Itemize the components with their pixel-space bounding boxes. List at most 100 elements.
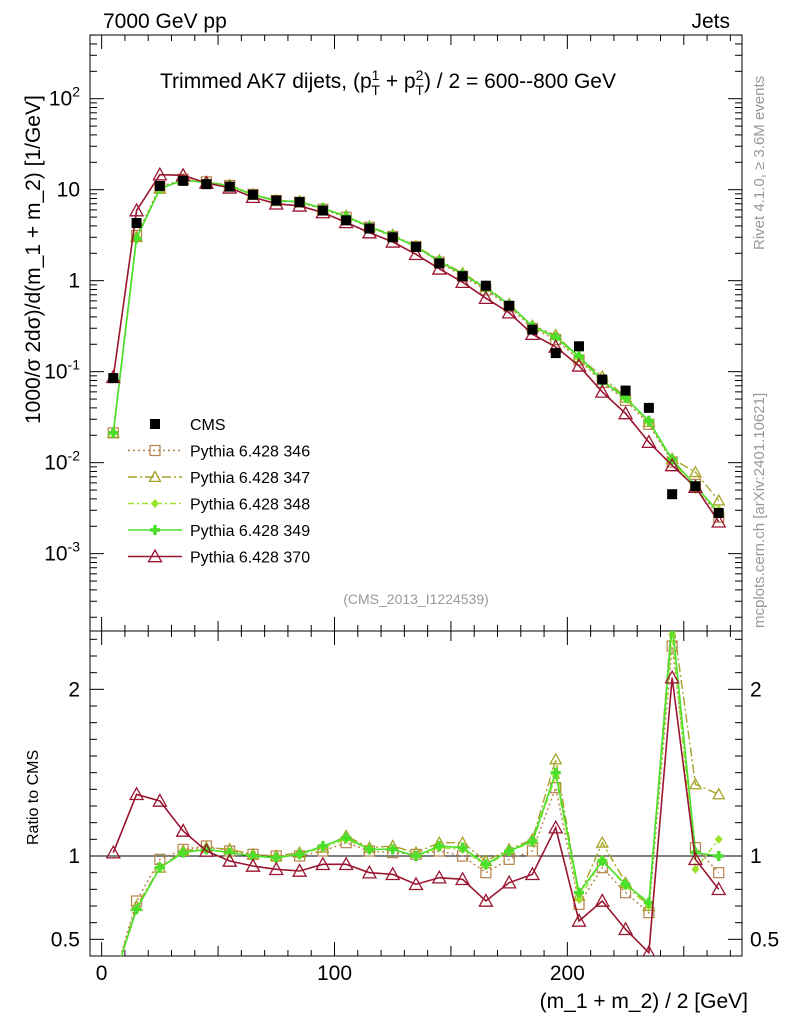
series-3-ratio-point-shape [527, 836, 538, 846]
legend-label: Pythia 6.428 349 [190, 523, 310, 540]
series-3-line [112, 179, 720, 514]
series-3-ratio-point [457, 842, 468, 853]
cms-data-point-shape [154, 180, 165, 191]
cms-data-point [527, 324, 538, 335]
series-4-ratio-point [245, 858, 261, 872]
cms-data-point [713, 507, 724, 518]
cms-data-point [108, 373, 119, 384]
x-tick-label: 100 [317, 962, 352, 985]
y-tick-label: 10-3 [44, 539, 80, 566]
series-4-ratio-point [128, 786, 145, 801]
series-4-ratio-point [361, 864, 378, 879]
series-4-point [408, 246, 424, 261]
series-3-ratio-point-shape [597, 856, 608, 866]
series-4-ratio-point [315, 856, 331, 871]
series-4-ratio-point [152, 793, 168, 807]
series-4-ratio-point [524, 866, 541, 881]
series-3-ratio-point-shape [271, 852, 282, 863]
legend-label: CMS [190, 417, 226, 434]
series-4-point-shape [408, 246, 424, 261]
cms-data-point-shape [597, 374, 608, 385]
series-2-ratio-line [120, 634, 720, 956]
series-2-ratio-point [714, 834, 723, 844]
cms-data-point [154, 180, 165, 191]
cms-data-point [294, 197, 305, 208]
series-3-ratio-point [620, 879, 631, 890]
series-4-ratio-point [222, 853, 238, 867]
series-3-ratio-point [411, 851, 421, 861]
main-plot-frame [89, 34, 743, 632]
series-4-ratio-point [664, 669, 680, 684]
cms-data-point-shape [387, 232, 398, 243]
cms-data-point [574, 341, 584, 352]
series-3-ratio-point-shape [504, 846, 515, 856]
series-1-ratio-point-shape [712, 787, 726, 800]
series-4-point [501, 304, 517, 319]
cms-data-point-shape [248, 189, 258, 200]
series-0-ratio-point-shape [713, 867, 725, 879]
y-tick-label: 10-2 [44, 448, 80, 475]
series-2-ratio-point [575, 894, 583, 904]
analysis-id: (CMS_2013_I1224539) [343, 591, 489, 607]
cms-data-point-shape [550, 348, 561, 359]
cms-data-point-shape [294, 197, 305, 208]
series-4-point-shape [664, 457, 680, 472]
series-4-ratio-point-shape [548, 819, 564, 834]
series-3-ratio-point [643, 897, 654, 908]
series-3-ratio-point-shape [667, 618, 677, 628]
series-4-ratio-point-shape [617, 921, 634, 936]
cms-data-point-shape [713, 507, 724, 518]
series-0-ratio-point [713, 867, 725, 879]
series-1-ratio-point [549, 752, 563, 765]
series-3-ratio-point-shape [387, 844, 398, 855]
series-4-ratio-point-shape [501, 874, 517, 889]
legend-marker-shape [150, 525, 160, 535]
jets-label: Jets [691, 10, 730, 33]
series-4-ratio-point [431, 869, 447, 884]
main-plot-series [105, 166, 727, 528]
series-4-ratio-point [711, 881, 727, 896]
series-4-ratio-point [338, 856, 354, 871]
cms-data-point-shape [341, 215, 352, 226]
cms-data-point-shape [131, 218, 142, 229]
series-3-ratio-point-shape [108, 976, 118, 986]
cms-data-point [504, 300, 515, 311]
cms-data-point [480, 280, 491, 291]
series-4-point [617, 405, 634, 420]
cms-data-point [667, 489, 678, 500]
series-3-ratio-point-shape [480, 859, 491, 870]
legend-label: Pythia 6.428 370 [190, 550, 310, 567]
x-tick-label: 0 [96, 962, 108, 985]
series-1-ratio-point-shape [667, 609, 678, 619]
series-3-ratio-point-shape [620, 879, 631, 890]
series-3-ratio-point [480, 859, 491, 870]
series-4-ratio-point [268, 861, 284, 876]
series-4-ratio-point [198, 843, 215, 857]
series-4-ratio-point [175, 823, 191, 837]
energy-label: 7000 GeV pp [103, 10, 227, 33]
legend-label: Pythia 6.428 346 [190, 444, 310, 461]
series-4-ratio-point [548, 819, 564, 834]
series-4-ratio-point-shape [128, 786, 145, 801]
series-4-ratio-point-shape [687, 851, 704, 866]
ratio-plot-series [105, 609, 727, 986]
ratio-y-tick-label-right: 2 [750, 678, 762, 701]
series-4-ratio-point-shape [571, 913, 587, 927]
series-1-ratio-point [712, 787, 726, 800]
y-tick-label: 10-1 [44, 357, 80, 384]
series-4-ratio-point-shape [198, 843, 215, 857]
series-4-ratio-point-shape [361, 864, 378, 879]
series-1-ratio-point-shape [688, 777, 703, 790]
series-4-ratio-point [105, 844, 121, 859]
ratio-plot-frame [89, 630, 743, 957]
series-3-ratio-point-shape [713, 851, 724, 861]
series-2-ratio-point [668, 631, 677, 639]
series-2-ratio-point-shape [714, 834, 723, 844]
series-4-ratio-point [642, 944, 656, 956]
series-4-ratio-point-shape [315, 856, 331, 871]
cms-data-point [364, 223, 375, 234]
series-3-ratio-point-shape [364, 844, 375, 855]
cms-data-point [643, 402, 654, 413]
series-3-ratio-point-shape [317, 841, 328, 851]
cms-data-point [201, 179, 212, 190]
